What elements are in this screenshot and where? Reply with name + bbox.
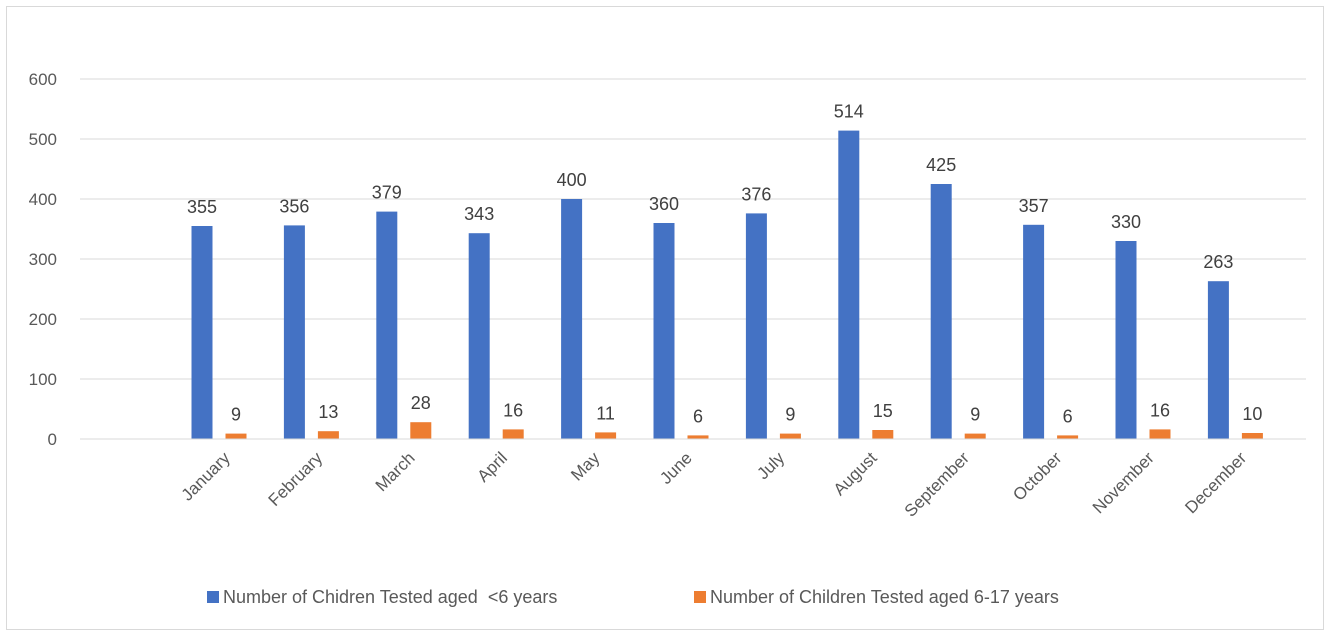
y-tick-label: 500 xyxy=(29,130,57,149)
bar-under6 xyxy=(1207,281,1229,439)
data-label: 16 xyxy=(503,400,523,420)
data-labels: 355 9 356 13 379 28 343 16 400 11 360 6 376 9 514 15 425… xyxy=(187,102,1262,427)
data-label: 425 xyxy=(926,155,956,175)
bar-under6 xyxy=(745,213,767,439)
x-tick-label: March xyxy=(372,448,419,495)
bars xyxy=(191,130,1263,439)
data-label: 263 xyxy=(1203,252,1233,272)
bar-aged6to17 xyxy=(872,430,894,439)
x-tick-label: July xyxy=(753,448,788,483)
data-label: 379 xyxy=(372,183,402,203)
bar-aged6to17 xyxy=(1057,435,1079,439)
legend-label: Number of Chidren Tested aged <6 years xyxy=(223,587,557,607)
data-label: 9 xyxy=(785,405,795,425)
bar-under6 xyxy=(1023,224,1045,439)
bar-under6 xyxy=(653,223,675,439)
data-label: 330 xyxy=(1111,212,1141,232)
data-label: 11 xyxy=(596,403,615,423)
x-tick-label: June xyxy=(656,448,696,488)
y-tick-label: 200 xyxy=(29,310,57,329)
x-tick-label: December xyxy=(1181,448,1250,517)
x-tick-label: May xyxy=(567,448,603,484)
legend-label: Number of Children Tested aged 6-17 year… xyxy=(710,587,1059,607)
bar-aged6to17 xyxy=(225,433,247,439)
y-tick-label: 400 xyxy=(29,190,57,209)
y-tick-label: 100 xyxy=(29,370,57,389)
data-label: 343 xyxy=(464,204,494,224)
data-label: 28 xyxy=(411,393,431,413)
data-label: 9 xyxy=(231,405,241,425)
data-label: 6 xyxy=(693,406,703,426)
x-tick-label: October xyxy=(1009,448,1065,504)
data-label: 376 xyxy=(741,184,771,204)
data-label: 15 xyxy=(873,401,893,421)
data-label: 9 xyxy=(970,405,980,425)
data-label: 6 xyxy=(1063,406,1073,426)
x-tick-label: September xyxy=(901,448,973,520)
bar-under6 xyxy=(376,211,398,439)
bar-aged6to17 xyxy=(1149,429,1171,439)
bar-aged6to17 xyxy=(502,429,524,439)
data-label: 357 xyxy=(1019,196,1049,216)
x-tick-label: January xyxy=(178,448,235,505)
x-axis: January February March April May June July Augu… xyxy=(80,438,1306,521)
data-label: 16 xyxy=(1150,400,1170,420)
bar-under6 xyxy=(838,130,860,439)
data-label: 355 xyxy=(187,197,217,217)
bar-under6 xyxy=(561,199,583,439)
chart-frame: 0 100 200 300 400 500 600 355 9 356 13 379 28 343 16 4… xyxy=(6,6,1324,630)
bar-chart: 0 100 200 300 400 500 600 355 9 356 13 379 28 343 16 4… xyxy=(29,70,1306,607)
legend-swatch xyxy=(207,591,219,603)
x-tick-label: August xyxy=(830,448,881,499)
bar-under6 xyxy=(1115,241,1137,439)
bar-aged6to17 xyxy=(779,433,801,439)
bar-aged6to17 xyxy=(595,432,617,439)
bar-under6 xyxy=(283,225,305,439)
x-tick-label: November xyxy=(1089,448,1158,517)
bar-aged6to17 xyxy=(1241,433,1263,439)
y-axis: 0 100 200 300 400 500 600 xyxy=(29,70,57,449)
x-tick-label: February xyxy=(265,448,327,510)
bar-aged6to17 xyxy=(964,433,986,439)
y-tick-label: 300 xyxy=(29,250,57,269)
data-label: 360 xyxy=(649,194,679,214)
y-tick-label: 0 xyxy=(48,430,57,449)
data-label: 10 xyxy=(1242,404,1262,424)
bar-under6 xyxy=(468,233,490,439)
bar-aged6to17 xyxy=(687,435,709,439)
data-label: 356 xyxy=(279,196,309,216)
bar-under6 xyxy=(930,184,952,439)
bar-aged6to17 xyxy=(317,431,339,439)
bar-under6 xyxy=(191,226,213,439)
data-label: 13 xyxy=(318,402,338,422)
legend: Number of Chidren Tested aged <6 years Nu… xyxy=(207,587,1059,607)
data-label: 400 xyxy=(557,170,587,190)
bar-aged6to17 xyxy=(410,422,432,439)
x-tick-label: April xyxy=(474,448,511,485)
legend-swatch xyxy=(694,591,706,603)
data-label: 514 xyxy=(834,102,864,122)
y-tick-label: 600 xyxy=(29,70,57,89)
